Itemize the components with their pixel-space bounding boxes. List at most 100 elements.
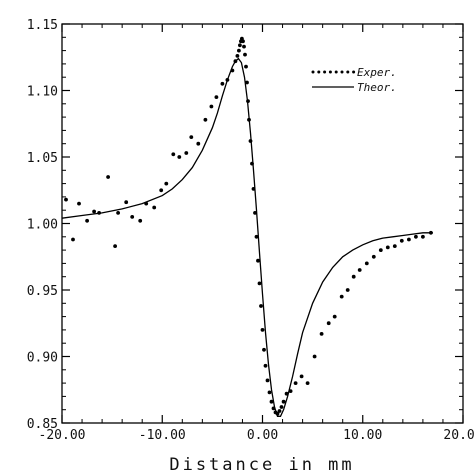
exper-point <box>138 218 143 223</box>
exper-point <box>259 304 263 308</box>
exper-point <box>267 390 272 395</box>
exper-point <box>275 411 280 416</box>
exper-point <box>371 254 376 259</box>
x-axis-title: Distance in mm <box>169 455 354 474</box>
axis-ticks <box>61 23 464 424</box>
exper-point <box>407 237 411 242</box>
legend-dot <box>317 70 321 74</box>
y-tick-label: 1.15 <box>27 18 58 33</box>
exper-point <box>421 234 425 239</box>
exper-point <box>64 197 68 202</box>
legend-dot <box>346 70 350 74</box>
exper-point <box>385 245 390 250</box>
exper-point <box>399 238 404 243</box>
exper-point <box>326 321 331 326</box>
exper-point <box>293 381 298 385</box>
exper-point <box>260 328 265 332</box>
exper-point <box>312 354 317 359</box>
exper-point <box>235 54 240 58</box>
x-tick-label: 20.00 <box>443 428 474 443</box>
y-tick-label: 0.95 <box>27 284 58 299</box>
exper-point <box>332 314 337 319</box>
exper-point <box>244 64 248 69</box>
exper-point <box>251 187 256 191</box>
x-tick-label: -10.00 <box>139 428 186 443</box>
y-tick-label: 1.05 <box>27 151 58 166</box>
exper-point <box>305 381 310 385</box>
exper-point <box>253 211 257 215</box>
exper-point <box>269 399 274 404</box>
plot-frame <box>61 23 464 424</box>
exper-point <box>214 95 219 99</box>
exper-point <box>209 104 214 109</box>
exper-point <box>378 248 383 253</box>
exper-point <box>357 268 362 272</box>
exper-point <box>345 288 350 292</box>
y-tick-label: 1.10 <box>27 85 58 100</box>
legend-dot <box>334 70 338 74</box>
legend-dot <box>352 70 356 74</box>
exper-point <box>271 406 276 411</box>
exper-point <box>85 218 89 223</box>
legend-dot <box>323 70 327 74</box>
legend-dot <box>340 70 344 74</box>
exper-point <box>220 81 225 86</box>
exper-point <box>256 258 260 263</box>
exper-point <box>177 155 182 159</box>
x-tick-label: -20.00 <box>39 428 86 443</box>
tick-labels: -20.00 -10.00 0.00 10.00 20.00 0.85 0.90 0.95 1.… <box>27 18 474 443</box>
exper-point <box>319 332 324 336</box>
exper-point <box>71 237 75 242</box>
exper-point <box>164 181 169 186</box>
legend: Exper. Theor. <box>311 66 397 94</box>
exper-point <box>203 117 208 122</box>
y-tick-label: 0.85 <box>27 417 58 432</box>
exper-point <box>184 151 189 155</box>
exper-point <box>159 188 164 193</box>
exper-point <box>152 205 157 210</box>
exper-point <box>144 201 149 206</box>
exper-point <box>262 347 266 352</box>
theor-series <box>61 57 433 417</box>
exper-series <box>64 36 433 416</box>
exper-point <box>254 234 259 239</box>
exper-point <box>116 211 120 215</box>
exper-point <box>237 48 241 53</box>
exper-point <box>392 244 397 249</box>
exper-point <box>247 117 251 122</box>
exper-point <box>92 209 96 214</box>
exper-point <box>106 175 110 179</box>
exper-point <box>279 405 284 409</box>
exper-point <box>97 211 101 215</box>
y-tick-label: 1.00 <box>27 218 58 233</box>
exper-point <box>113 244 117 249</box>
exper-point <box>238 43 242 48</box>
exper-point <box>77 201 81 206</box>
exper-point <box>257 281 262 286</box>
x-tick-label: 10.00 <box>343 428 382 443</box>
exper-point <box>339 294 344 299</box>
exper-point <box>245 80 249 85</box>
exper-point <box>364 261 369 266</box>
exper-point <box>265 378 270 383</box>
exper-point <box>281 399 286 404</box>
x-tick-label: 0.00 <box>247 428 278 443</box>
legend-dot <box>311 70 315 74</box>
exper-point <box>124 200 129 205</box>
exper-point <box>248 139 253 143</box>
exper-point <box>299 374 304 379</box>
exper-point <box>196 141 201 146</box>
legend-dot <box>328 70 332 74</box>
theor-line <box>61 57 433 417</box>
exper-point <box>189 135 194 140</box>
exper-point <box>242 44 246 49</box>
y-tick-label: 0.90 <box>27 351 58 366</box>
exper-point <box>263 363 268 368</box>
exper-point <box>230 68 235 73</box>
exper-point <box>250 161 254 166</box>
exper-point <box>277 409 282 413</box>
exper-point <box>246 99 250 103</box>
exper-point <box>241 39 245 44</box>
exper-point <box>288 389 293 393</box>
